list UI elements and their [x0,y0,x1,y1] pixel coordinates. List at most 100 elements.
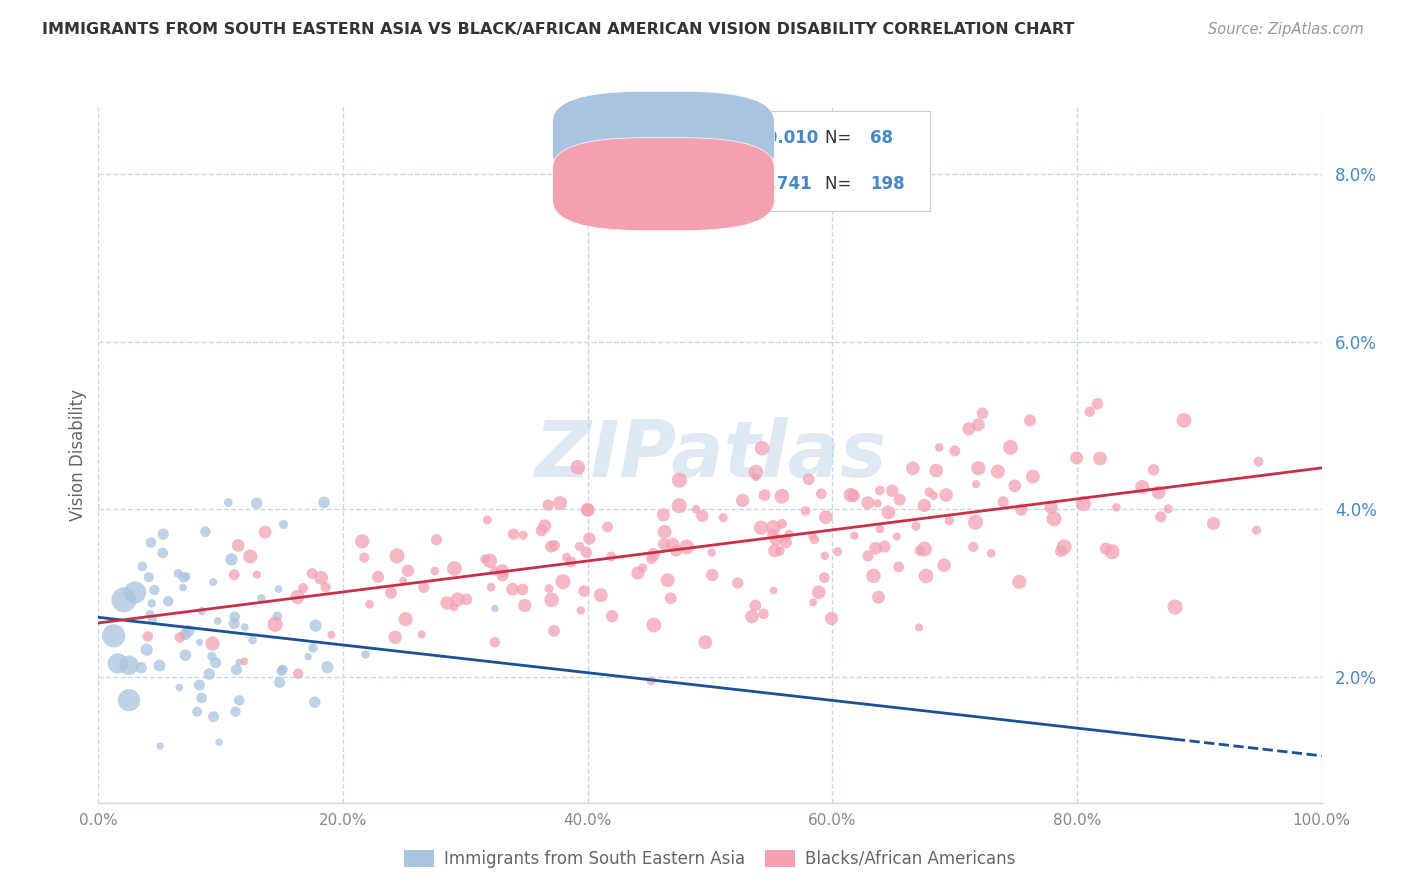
Point [575,545,598,559]
Point [912,499,935,513]
Point [502,527,524,541]
Point [741,609,763,624]
Point [131,559,153,574]
Point [1066,450,1088,465]
Point [224,705,246,719]
Point [221,552,243,566]
Point [918,485,941,500]
Point [167,566,190,581]
Point [152,527,174,541]
Point [385,549,408,563]
Point [814,510,837,524]
Point [1000,440,1022,454]
Point [394,612,416,626]
Point [172,581,194,595]
Point [174,627,197,641]
Point [543,624,565,638]
Point [1078,405,1101,419]
Point [502,582,524,597]
Point [530,524,553,538]
Point [745,465,768,479]
Text: IMMIGRANTS FROM SOUTH EASTERN ASIA VS BLACK/AFRICAN AMERICAN VISION DISABILITY C: IMMIGRANTS FROM SOUTH EASTERN ASIA VS BL… [42,22,1074,37]
Point [908,620,931,634]
Point [233,620,256,634]
Point [1173,413,1195,427]
Point [1246,523,1268,537]
Point [754,488,776,502]
Point [690,508,713,523]
Point [304,695,326,709]
Point [352,534,374,549]
Point [1040,500,1063,515]
Point [186,705,208,719]
Point [873,540,896,554]
Point [801,595,824,609]
Point [512,528,534,542]
Point [866,496,889,510]
Point [810,487,832,501]
Point [654,524,676,539]
Point [141,612,163,626]
Point [412,580,434,594]
Point [569,603,592,617]
Point [173,570,195,584]
Point [392,574,415,588]
Point [270,664,292,678]
Point [188,635,211,649]
Point [271,663,294,677]
Point [1050,544,1073,558]
Point [801,529,824,543]
Point [491,568,513,582]
Point [1130,480,1153,494]
Point [304,618,326,632]
Point [1094,541,1116,556]
Point [640,673,662,688]
Point [820,611,842,625]
Point [1053,540,1076,554]
Point [668,473,690,487]
Point [814,549,837,563]
Point [477,513,499,527]
Point [194,524,217,539]
Point [204,656,226,670]
Point [640,551,662,566]
Point [389,812,412,826]
Point [643,618,665,632]
Point [225,663,247,677]
Point [762,583,785,598]
Point [589,588,612,602]
Point [233,654,256,668]
Point [302,640,325,655]
Point [321,628,343,642]
Point [266,609,288,624]
Point [129,661,152,675]
Point [1087,397,1109,411]
Point [901,461,924,475]
Point [751,441,773,455]
Point [443,561,465,575]
Point [908,543,931,558]
Point [668,499,690,513]
Point [141,596,163,610]
Point [700,546,723,560]
Point [242,633,264,648]
Point [548,496,571,510]
Point [436,596,458,610]
Point [869,522,891,536]
Point [627,566,650,580]
Point [443,600,465,615]
Point [201,636,224,650]
Point [1202,516,1225,531]
Point [1147,485,1170,500]
Point [702,568,724,582]
Point [652,508,675,522]
Point [765,533,787,547]
Point [177,624,200,638]
Point [1088,451,1111,466]
Point [807,585,830,599]
Point [886,529,908,543]
Point [745,470,768,484]
Point [491,564,513,578]
Point [224,567,246,582]
Point [1101,544,1123,558]
